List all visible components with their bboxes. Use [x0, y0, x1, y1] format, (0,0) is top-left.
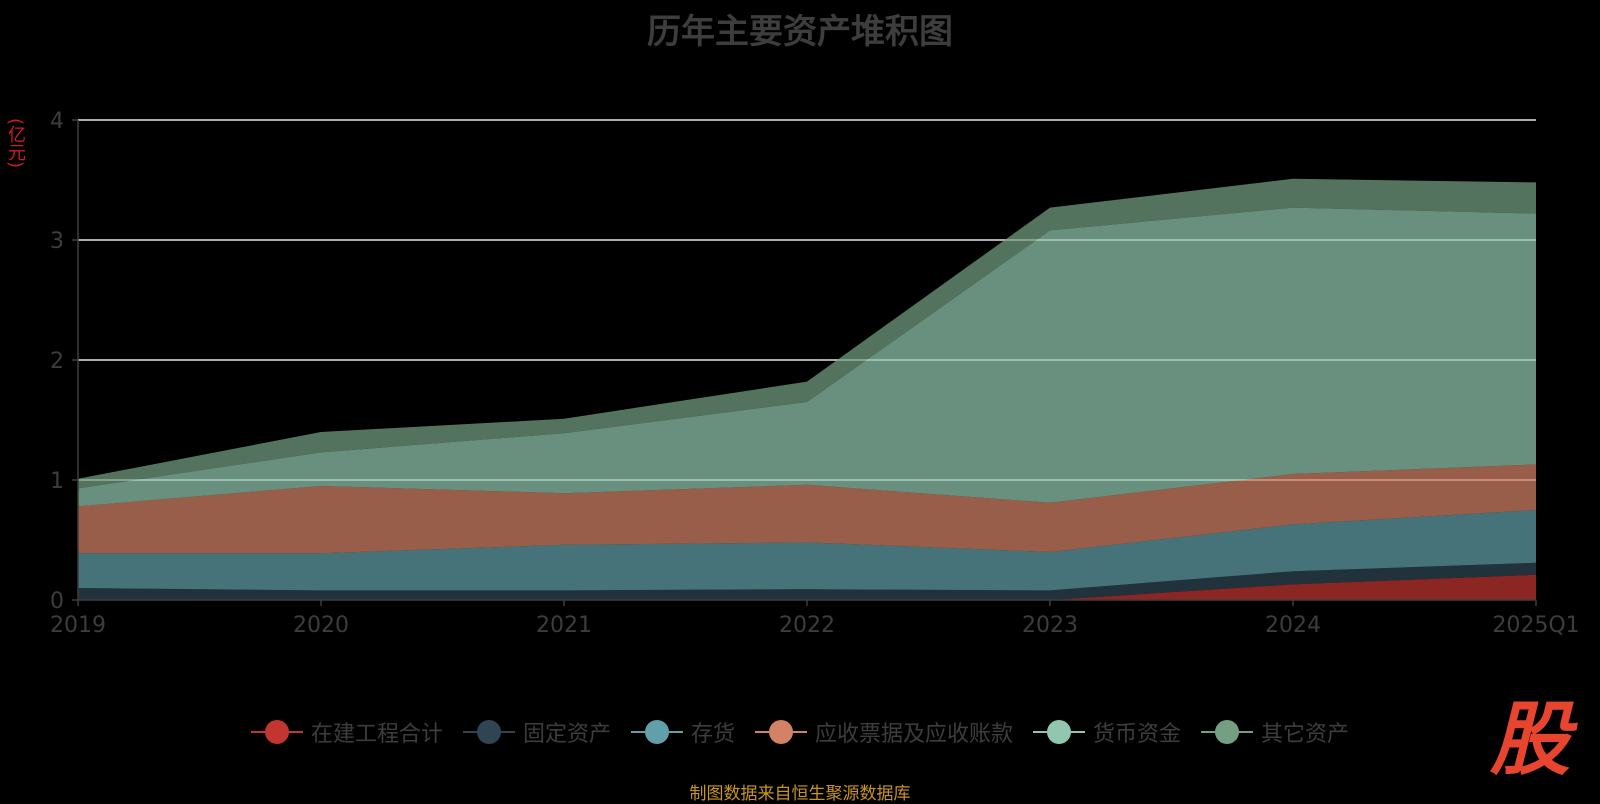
area-series-2 — [78, 510, 1536, 591]
y-tick-label: 3 — [50, 229, 64, 254]
legend-marker-icon — [630, 719, 683, 745]
x-tick-label: 2019 — [50, 613, 106, 638]
area-layer — [78, 178, 1536, 600]
legend-marker-icon — [1033, 719, 1086, 745]
x-tick-label: 2025Q1 — [1492, 613, 1579, 638]
x-tick-label: 2022 — [779, 613, 835, 638]
legend-item[interactable]: 货币资金 — [1033, 716, 1181, 748]
legend-item[interactable]: 其它资产 — [1201, 716, 1349, 748]
x-tick-label: 2021 — [536, 613, 592, 638]
area-series-0 — [78, 574, 1536, 600]
legend-label: 货币资金 — [1093, 722, 1182, 747]
y-tick-label: 0 — [50, 589, 64, 614]
y-tick-label: 1 — [50, 469, 64, 494]
legend-label: 固定资产 — [522, 722, 611, 747]
legend-label: 在建工程合计 — [310, 722, 443, 747]
legend-marker-icon — [462, 719, 515, 745]
legend-marker-icon — [1201, 719, 1254, 745]
legend: 在建工程合计 固定资产 存货 应收票据及应收账款 货币资金 其它资产 — [0, 716, 1600, 748]
legend-item[interactable]: 存货 — [630, 716, 735, 748]
legend-marker-icon — [755, 719, 807, 745]
axis-layer: 0 1 2 3 4 2019 2020 2021 2022 2023 2024 2025Q1 — [50, 109, 1580, 638]
legend-marker-icon — [250, 719, 303, 745]
y-tick-label: 2 — [50, 349, 64, 374]
legend-item[interactable]: 应收票据及应收账款 — [755, 716, 1013, 748]
x-tick-label: 2024 — [1265, 613, 1321, 638]
legend-item[interactable]: 在建工程合计 — [250, 716, 443, 748]
area-series-3 — [78, 464, 1536, 554]
legend-label: 其它资产 — [1261, 722, 1350, 747]
legend-label: 存货 — [690, 722, 735, 747]
area-series-4 — [78, 207, 1536, 507]
chart-title: 历年主要资产堆积图 — [647, 12, 953, 52]
area-series-1 — [78, 562, 1536, 600]
y-axis-unit-label: (亿元) — [5, 118, 26, 169]
x-tick-label: 2020 — [293, 613, 349, 638]
legend-item[interactable]: 固定资产 — [462, 716, 611, 748]
logo: 股 — [1490, 693, 1570, 786]
y-tick-label: 4 — [50, 109, 64, 134]
legend-label: 应收票据及应收账款 — [815, 722, 1014, 747]
area-series-5 — [78, 178, 1536, 489]
x-tick-label: 2023 — [1022, 613, 1078, 638]
source-note: 制图数据来自恒生聚源数据库 — [689, 784, 911, 804]
